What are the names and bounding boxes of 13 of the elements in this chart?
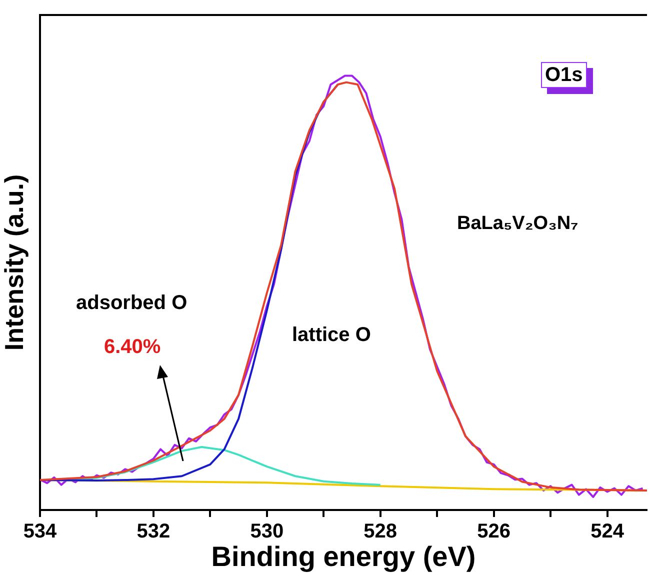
x-tick-label: 528 <box>364 520 398 543</box>
x-tick-label: 532 <box>136 520 170 543</box>
y-axis-title: Intensity (a.u.) <box>0 174 29 351</box>
annotation: BaLa₅V₂O₃N₇ <box>457 213 578 235</box>
x-tick-label: 526 <box>477 520 511 543</box>
x-tick-label: 524 <box>590 520 625 543</box>
annotation: lattice O <box>292 324 371 346</box>
x-tick-label: 530 <box>250 520 284 543</box>
x-tick-label: 534 <box>23 520 58 543</box>
annotation: adsorbed O <box>76 292 188 314</box>
annotation: O1s <box>541 62 587 88</box>
annotation: 6.40% <box>104 336 161 358</box>
x-axis-title: Binding energy (eV) <box>211 540 476 572</box>
